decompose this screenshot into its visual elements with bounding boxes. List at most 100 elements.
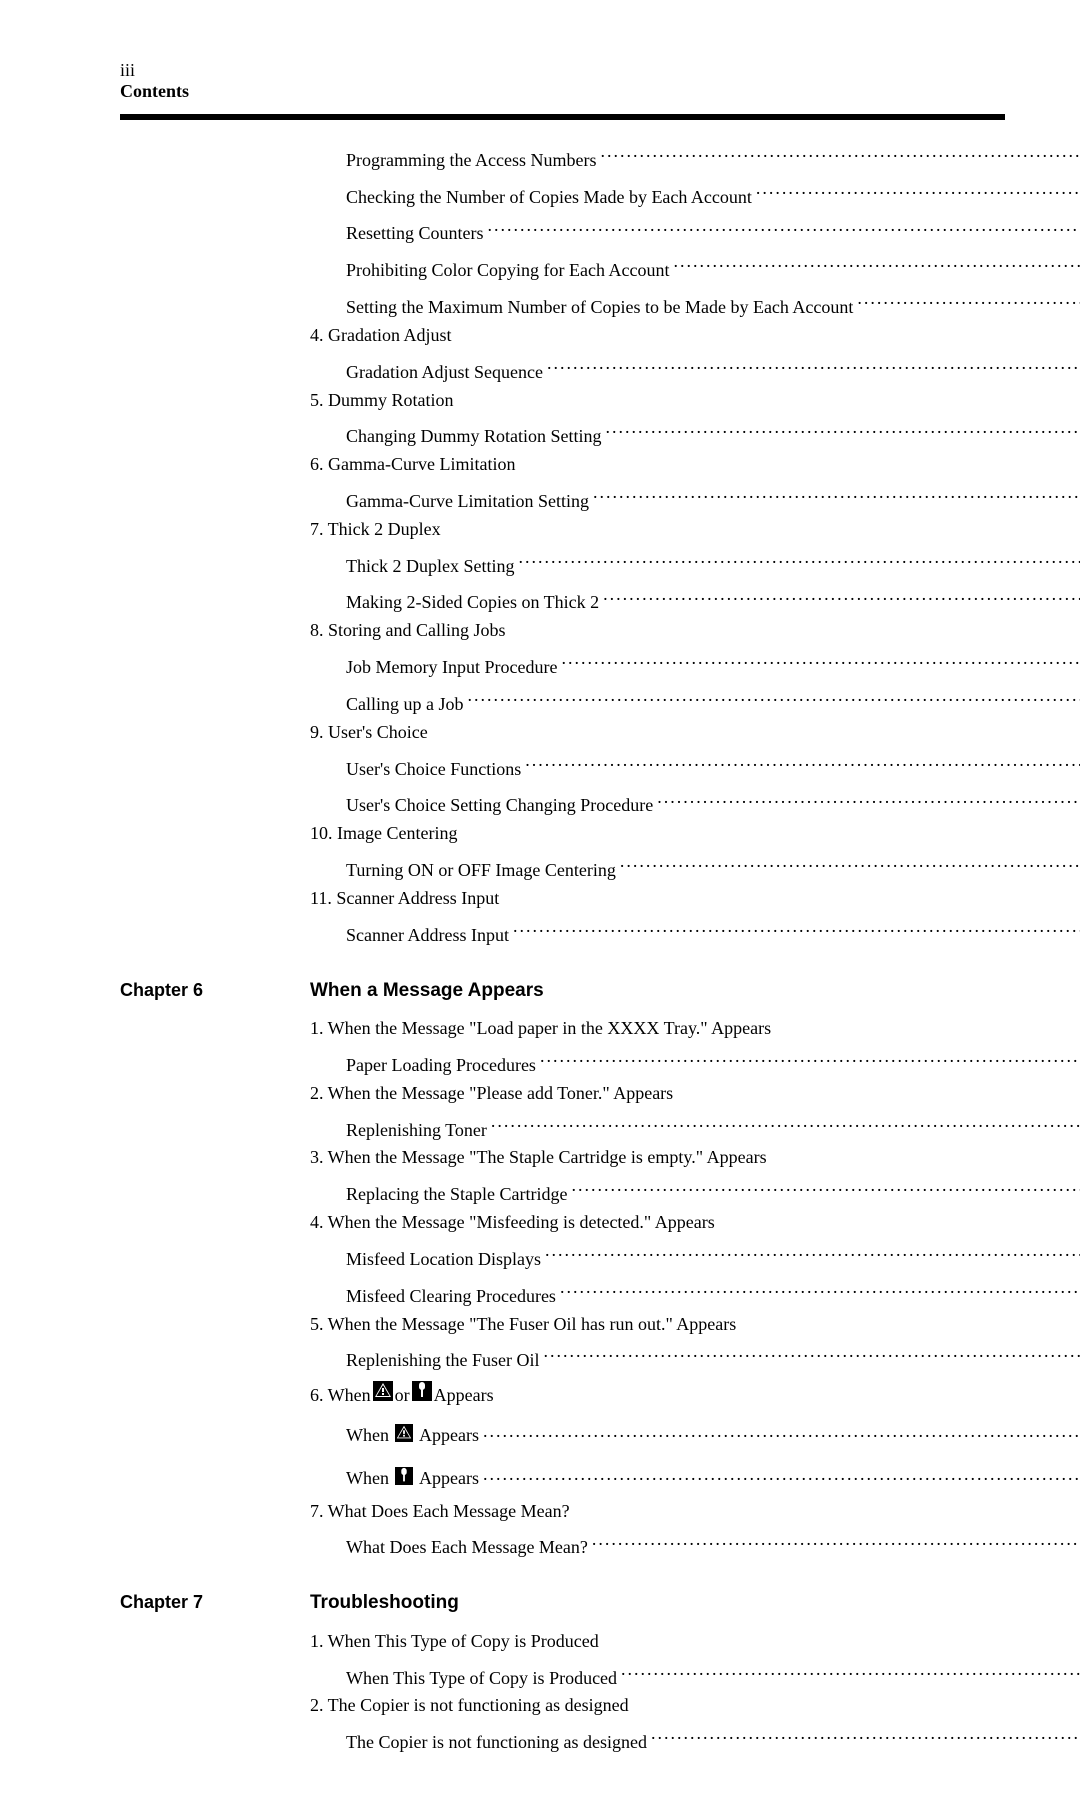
leader-dots (593, 479, 1080, 516)
ch6-icon-head: 6. When or Appears (310, 1381, 1080, 1410)
leader-dots (560, 1274, 1080, 1311)
service-icon (395, 1466, 413, 1494)
chapter7-title: Troubleshooting (310, 1588, 1080, 1617)
toc-heading: 8. Storing and Calling Jobs (310, 617, 1080, 645)
toc-entry: Changing Dummy Rotation Setting5-13 (346, 414, 1080, 451)
toc-entry-label: Thick 2 Duplex Setting (346, 553, 514, 581)
toc-entry-label: Misfeed Clearing Procedures (346, 1283, 556, 1311)
toc-heading: 10. Image Centering (310, 820, 1080, 848)
toc-entry-label: Calling up a Job (346, 691, 464, 719)
leader-dots (657, 784, 1080, 821)
toc-entry-label: Making 2-Sided Copies on Thick 2 (346, 589, 599, 617)
toc-entry-label: What Does Each Message Mean? (346, 1534, 588, 1562)
toc-heading: 4. Gradation Adjust (310, 322, 1080, 350)
toc-top-block: Programming the Access Numbers5-5Checkin… (120, 138, 1005, 950)
toc-entry-label: Resetting Counters (346, 220, 484, 248)
toc-entry: User's Choice Setting Changing Procedure… (346, 784, 1080, 821)
warning-icon (395, 1423, 413, 1451)
toc-entry-label: Setting the Maximum Number of Copies to … (346, 294, 853, 322)
ch6-icon-sub2: When Appears 6-17 (346, 1461, 1080, 1498)
toc-top: Programming the Access Numbers5-5Checkin… (310, 138, 1080, 950)
leader-dots (857, 285, 1080, 322)
ch6-icon-sub1: When Appears 6-17 (346, 1418, 1080, 1455)
chapter6-block: Chapter 6 When a Message Appears 1. When… (120, 976, 1005, 1563)
ch6-entries: 1. When the Message "Load paper in the X… (310, 1015, 1080, 1375)
toc-entry-label: Gamma-Curve Limitation Setting (346, 488, 589, 516)
toc-entry-label: Changing Dummy Rotation Setting (346, 423, 602, 451)
leader-dots (483, 1418, 1080, 1455)
chapter6-title: When a Message Appears (310, 976, 1080, 1005)
toc-heading: 7. What Does Each Message Mean? (310, 1498, 1080, 1526)
toc-entry: User's Choice Functions5-19 (346, 747, 1080, 784)
leader-dots (673, 248, 1080, 285)
toc-entry-label: Misfeed Location Displays (346, 1246, 541, 1274)
toc-entry: Gradation Adjust Sequence5-11 (346, 350, 1080, 387)
leader-dots (621, 1656, 1080, 1693)
leader-dots (600, 138, 1080, 175)
toc-heading: 7. Thick 2 Duplex (310, 516, 1080, 544)
service-icon (412, 1381, 432, 1410)
toc-entry: Resetting Counters5-7 (346, 212, 1080, 249)
chapter7-block: Chapter 7 Troubleshooting 1. When This T… (120, 1588, 1005, 1757)
leader-dots (547, 350, 1080, 387)
toc-heading: 5. Dummy Rotation (310, 387, 1080, 415)
toc-entry: Misfeed Location Displays6-7 (346, 1237, 1080, 1274)
leader-dots (592, 1526, 1080, 1563)
toc-heading: 5. When the Message "The Fuser Oil has r… (310, 1311, 1080, 1339)
header-rule (120, 114, 1005, 120)
toc-entry: Misfeed Clearing Procedures6-8 (346, 1274, 1080, 1311)
text: When Appears (346, 1465, 479, 1494)
toc-heading: 2. When the Message "Please add Toner." … (310, 1080, 1080, 1108)
toc-entry: Gamma-Curve Limitation Setting5-14 (346, 479, 1080, 516)
chapter6-label: Chapter 6 (120, 980, 270, 1001)
leader-dots (543, 1338, 1080, 1375)
page-header: iii Contents (120, 60, 1005, 102)
toc-entry: Paper Loading Procedures6-1 (346, 1043, 1080, 1080)
leader-dots (491, 1108, 1080, 1145)
toc-heading: 1. When This Type of Copy is Produced (310, 1628, 1080, 1656)
page-container: iii Contents Programming the Access Numb… (0, 0, 1080, 1817)
leader-dots (651, 1720, 1080, 1757)
warning-icon (373, 1381, 393, 1410)
toc-heading: 4. When the Message "Misfeeding is detec… (310, 1209, 1080, 1237)
toc-heading: 2. The Copier is not functioning as desi… (310, 1692, 1080, 1720)
toc-entry-label: Programming the Access Numbers (346, 147, 596, 175)
leader-dots (518, 544, 1080, 581)
header-label: Contents (120, 81, 1005, 102)
toc-entry: Turning ON or OFF Image Centering5-21 (346, 848, 1080, 885)
toc-entry-label: User's Choice Setting Changing Procedure (346, 792, 653, 820)
ch6-entries2: 7. What Does Each Message Mean? What Does… (310, 1498, 1080, 1563)
leader-dots (483, 1461, 1080, 1498)
leader-dots (756, 175, 1080, 212)
toc-entry-label: Replenishing the Fuser Oil (346, 1347, 539, 1375)
leader-dots (540, 1043, 1080, 1080)
text: Appears (434, 1382, 494, 1410)
toc-entry: Checking the Number of Copies Made by Ea… (346, 175, 1080, 212)
text: When Appears (346, 1422, 479, 1451)
text: or (395, 1382, 410, 1410)
toc-entry-label: Paper Loading Procedures (346, 1052, 536, 1080)
leader-dots (488, 212, 1080, 249)
leader-dots (525, 747, 1080, 784)
toc-entry-label: Gradation Adjust Sequence (346, 359, 543, 387)
toc-entry: Replenishing Toner6-3 (346, 1108, 1080, 1145)
leader-dots (606, 414, 1080, 451)
toc-entry: Replenishing the Fuser Oil6-14 (346, 1338, 1080, 1375)
leader-dots (468, 682, 1080, 719)
toc-entry: Making 2-Sided Copies on Thick 25-16 (346, 581, 1080, 618)
toc-entry-label: Turning ON or OFF Image Centering (346, 857, 616, 885)
toc-entry-label: Scanner Address Input (346, 922, 509, 950)
toc-entry-label: User's Choice Functions (346, 756, 521, 784)
chapter7-label: Chapter 7 (120, 1592, 270, 1613)
toc-entry: Thick 2 Duplex Setting5-15 (346, 544, 1080, 581)
leader-dots (620, 848, 1080, 885)
toc-entry: Replacing the Staple Cartridge6-5 (346, 1172, 1080, 1209)
toc-heading: 6. Gamma-Curve Limitation (310, 451, 1080, 479)
ch7-entries: 1. When This Type of Copy is ProducedWhe… (310, 1628, 1080, 1757)
toc-entry-label: Checking the Number of Copies Made by Ea… (346, 184, 752, 212)
toc-heading: 9. User's Choice (310, 719, 1080, 747)
toc-entry: Prohibiting Color Copying for Each Accou… (346, 248, 1080, 285)
leader-dots (513, 913, 1080, 950)
leader-dots (545, 1237, 1080, 1274)
text: 6. When (310, 1382, 371, 1410)
